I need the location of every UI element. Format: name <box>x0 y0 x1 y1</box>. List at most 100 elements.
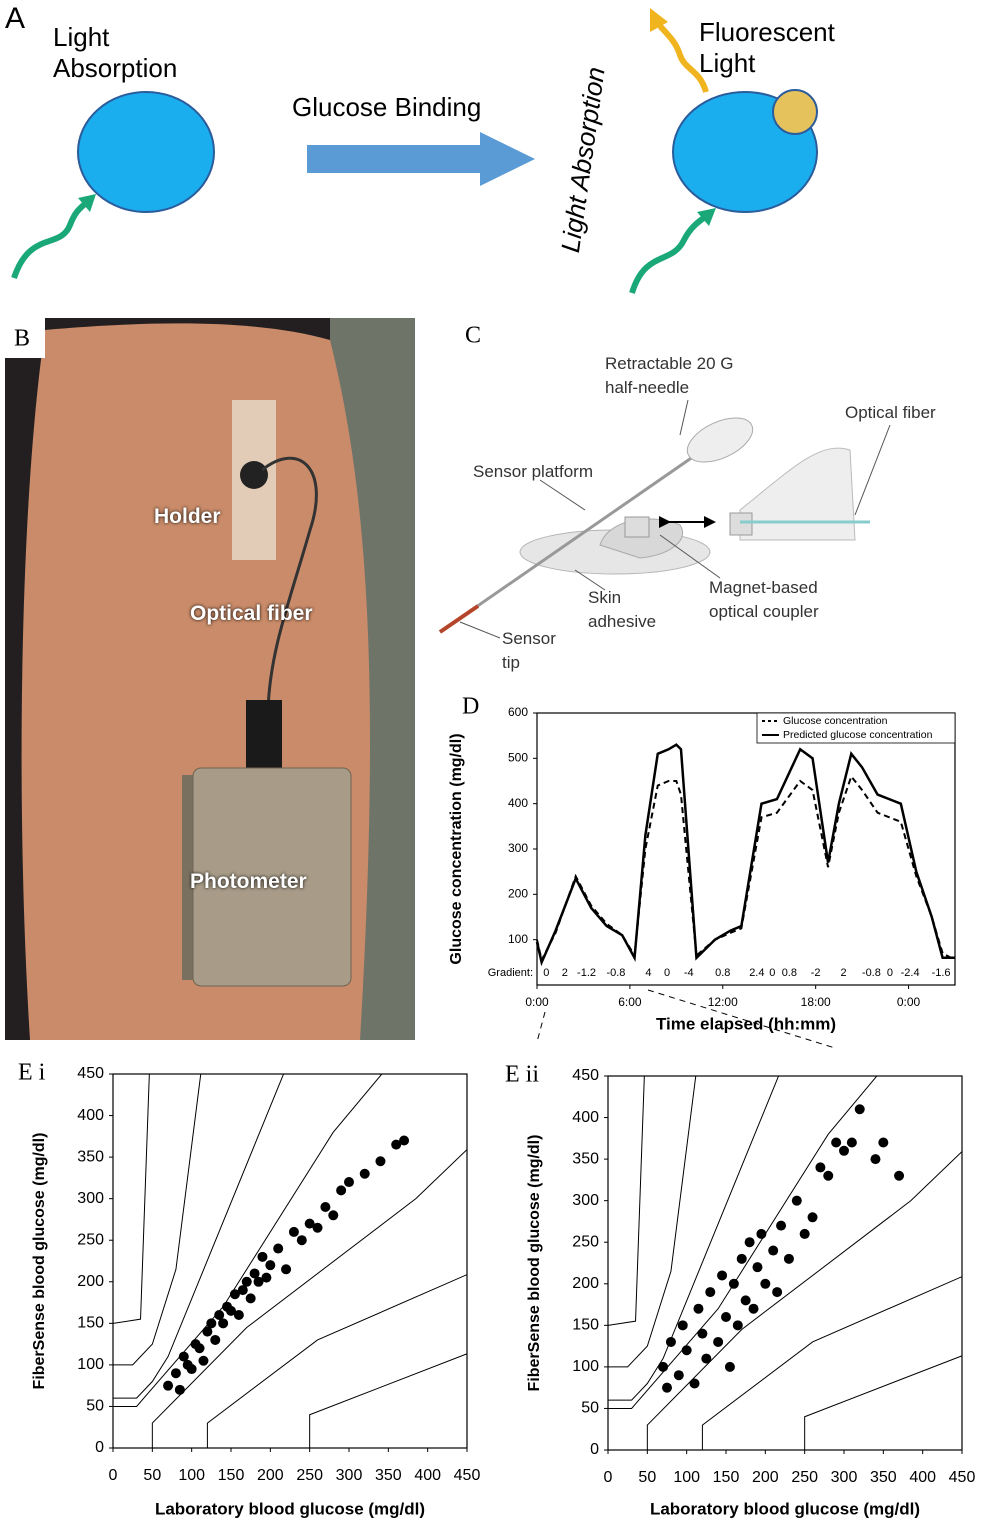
point <box>273 1243 284 1254</box>
gradient-value: 0 <box>664 967 670 979</box>
fiber-plug <box>246 700 282 770</box>
point <box>304 1218 315 1229</box>
panel-label: D <box>462 694 479 720</box>
point <box>807 1212 818 1223</box>
point <box>163 1380 174 1391</box>
point <box>237 1285 248 1296</box>
x-tick-label: 200 <box>752 1469 779 1486</box>
plot-frame <box>112 1073 468 1449</box>
gradient-value: -1.2 <box>577 967 596 979</box>
fiber <box>261 456 318 711</box>
x-tick-label: 250 <box>791 1469 818 1486</box>
photometer <box>192 767 352 987</box>
plot-frame <box>607 1075 963 1451</box>
point <box>194 1343 205 1354</box>
point <box>391 1139 402 1150</box>
x-tick-label: 18:00 <box>801 995 831 1009</box>
point <box>206 1318 217 1329</box>
x-tick-label: 350 <box>870 1469 897 1486</box>
point <box>281 1264 292 1275</box>
point <box>210 1334 221 1345</box>
x-tick-label: 200 <box>257 1467 284 1484</box>
point <box>288 1226 299 1237</box>
arrow-head <box>697 208 716 226</box>
label: Skin adhesive <box>588 588 657 631</box>
x-tick-label: 0:00 <box>525 995 549 1009</box>
point <box>756 1228 767 1239</box>
x-tick-label: 0:00 <box>897 995 921 1009</box>
point <box>662 1382 672 1393</box>
label: Magnet-based optical coupler <box>709 578 819 621</box>
zoom-line <box>536 1011 546 1043</box>
y-tick-label: 50 <box>86 1398 104 1415</box>
zone-line <box>309 1353 467 1448</box>
y-tick-label: 300 <box>77 1190 104 1207</box>
label: Light Absorption <box>53 22 178 83</box>
label: Glucose Binding <box>292 92 482 122</box>
panel-label: E ii <box>505 1062 539 1088</box>
arrow-head <box>78 194 96 212</box>
zone-line <box>608 1076 645 1326</box>
binding-arrow <box>307 145 482 173</box>
legend-label: Predicted glucose concentration <box>783 729 933 741</box>
zone-line <box>206 1274 467 1448</box>
y-tick-label: 50 <box>581 1400 599 1417</box>
x-tick-label: 350 <box>375 1467 402 1484</box>
gradient-value: 0 <box>887 967 893 979</box>
gradient-label: Gradient: <box>488 967 533 979</box>
panel-c: C <box>438 323 891 639</box>
point <box>697 1328 708 1339</box>
gradient-value: 0 <box>543 967 549 979</box>
y-tick-label: 200 <box>77 1273 104 1290</box>
point <box>854 1104 865 1115</box>
point <box>740 1295 751 1306</box>
zone-line <box>804 1355 962 1450</box>
label-box <box>5 318 45 358</box>
zone-line <box>113 1074 202 1366</box>
point <box>218 1318 229 1329</box>
point <box>178 1351 189 1362</box>
y-tick-label: 150 <box>572 1317 599 1334</box>
point <box>328 1210 339 1221</box>
point <box>312 1222 323 1233</box>
x-tick-label: 0 <box>109 1467 118 1484</box>
zone-line <box>608 1076 697 1368</box>
y-tick-label: 350 <box>77 1148 104 1165</box>
leader <box>659 534 721 579</box>
y-tick-label: 100 <box>77 1356 104 1373</box>
x-tick-label: 50 <box>143 1467 161 1484</box>
point <box>673 1370 684 1381</box>
y-tick-label: 350 <box>572 1150 599 1167</box>
x-tick-label: 100 <box>178 1467 205 1484</box>
point <box>658 1361 669 1372</box>
x-tick-label: 6:00 <box>618 995 642 1009</box>
point <box>752 1262 763 1273</box>
point <box>320 1201 331 1212</box>
connector <box>240 461 268 489</box>
series-line <box>535 743 955 967</box>
point <box>894 1170 905 1181</box>
sensor-tip <box>438 604 480 634</box>
y-tick-label: 500 <box>508 751 528 765</box>
zone-line <box>113 1074 383 1407</box>
point <box>241 1276 252 1287</box>
y-axis-title: FiberSense blood glucose (mg/dl) <box>526 1135 543 1392</box>
gradient-value: 2 <box>562 967 568 979</box>
arrow-head <box>480 132 535 186</box>
x-tick-label: 0 <box>604 1469 613 1486</box>
label: Fluorescent Light <box>699 17 835 78</box>
gradient-value: -2 <box>811 967 821 979</box>
point <box>174 1384 185 1395</box>
point <box>776 1220 787 1231</box>
x-tick-label: 12:00 <box>708 995 738 1009</box>
point <box>783 1253 794 1264</box>
y-tick-label: 400 <box>508 796 528 810</box>
point <box>257 1251 268 1262</box>
needle <box>439 450 701 634</box>
needle-handle <box>686 417 754 463</box>
zone-line <box>646 1150 962 1450</box>
point <box>744 1237 755 1248</box>
x-tick-label: 50 <box>638 1469 656 1486</box>
point <box>375 1156 386 1167</box>
